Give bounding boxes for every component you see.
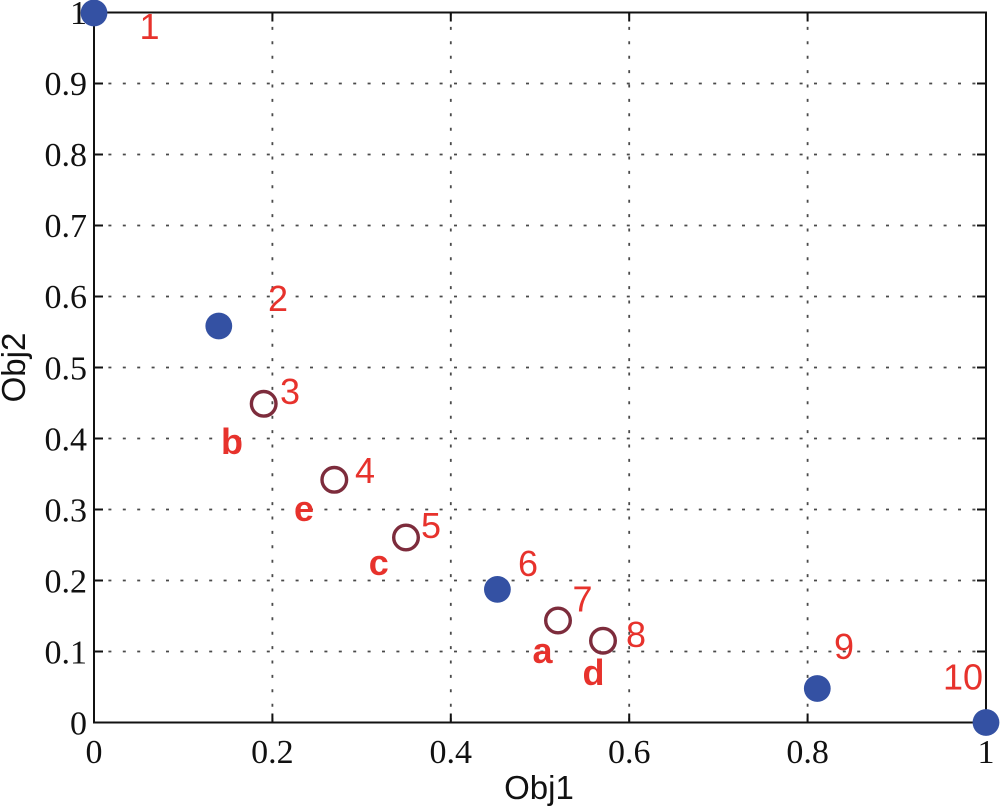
svg-text:5: 5 (421, 505, 441, 546)
svg-text:0.9: 0.9 (45, 66, 88, 103)
svg-text:0.5: 0.5 (45, 351, 88, 388)
svg-text:0.8: 0.8 (786, 734, 829, 771)
svg-text:0.6: 0.6 (608, 734, 651, 771)
svg-text:0.8: 0.8 (45, 137, 88, 174)
svg-text:7: 7 (572, 579, 592, 620)
svg-text:1: 1 (139, 6, 159, 47)
svg-text:0.6: 0.6 (45, 279, 88, 316)
svg-text:Obj2: Obj2 (0, 333, 32, 403)
svg-text:0.2: 0.2 (45, 564, 88, 601)
svg-text:b: b (221, 421, 243, 462)
svg-text:8: 8 (626, 614, 646, 655)
svg-text:0.4: 0.4 (45, 422, 88, 459)
svg-text:1: 1 (978, 734, 995, 771)
svg-text:4: 4 (355, 450, 375, 491)
svg-text:9: 9 (834, 626, 854, 667)
svg-text:0: 0 (70, 706, 87, 743)
svg-text:0.4: 0.4 (430, 734, 473, 771)
svg-text:6: 6 (518, 543, 538, 584)
svg-text:c: c (369, 542, 389, 583)
svg-text:0.2: 0.2 (251, 734, 294, 771)
svg-text:10: 10 (943, 657, 983, 698)
svg-text:a: a (532, 630, 553, 671)
svg-text:3: 3 (280, 371, 300, 412)
svg-text:0.7: 0.7 (45, 208, 88, 245)
svg-text:Obj1: Obj1 (504, 769, 574, 806)
svg-text:0.1: 0.1 (45, 635, 88, 672)
svg-text:2: 2 (268, 278, 288, 319)
svg-text:0: 0 (86, 734, 103, 771)
svg-text:d: d (583, 652, 605, 693)
svg-text:e: e (294, 488, 314, 529)
svg-text:0.3: 0.3 (45, 493, 88, 530)
